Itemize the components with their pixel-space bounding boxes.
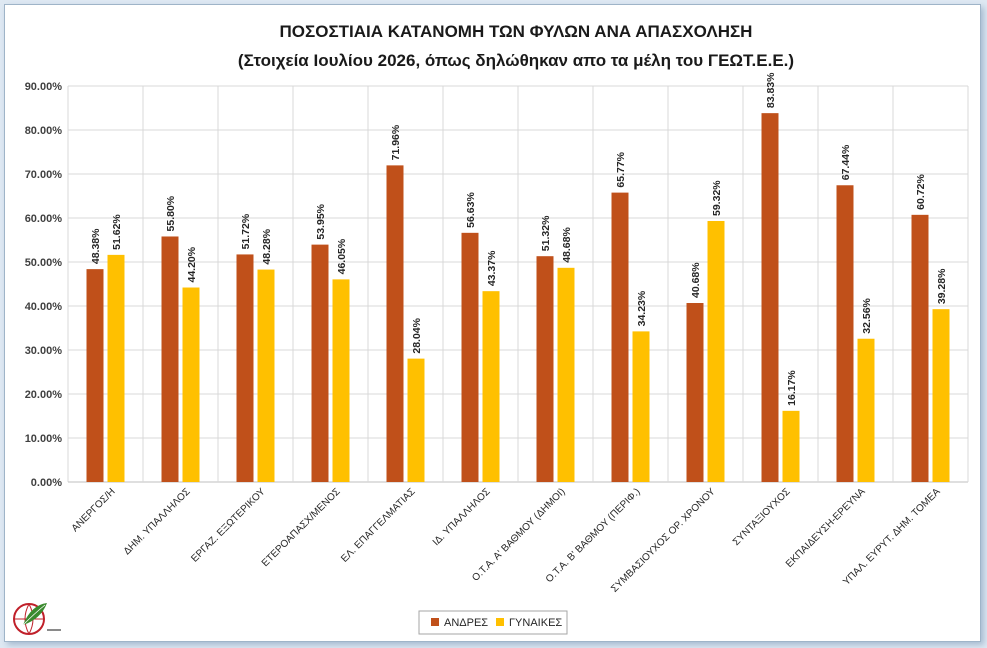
y-tick-label: 20.00% [25, 389, 63, 401]
bar-men [836, 185, 854, 482]
data-label: 44.20% [186, 246, 198, 282]
bar-women [332, 279, 350, 482]
y-tick-label: 0.00% [31, 477, 62, 489]
y-tick-label: 40.00% [25, 301, 63, 313]
chart-subtitle: (Στοιχεία Ιουλίου 2026, όπως δηλώθηκαν α… [238, 51, 794, 70]
legend-swatch-women [496, 618, 504, 626]
data-label: 55.80% [165, 195, 177, 231]
bar-men [761, 113, 779, 482]
geotee-logo [13, 603, 61, 635]
bar-women [557, 267, 575, 482]
data-label: 43.37% [486, 250, 498, 286]
bar-men [386, 165, 404, 482]
bar-women [932, 309, 950, 482]
data-label: 71.96% [390, 124, 402, 160]
legend-swatch-men [431, 618, 439, 626]
data-label: 83.83% [765, 72, 777, 108]
data-label: 48.28% [261, 228, 273, 264]
data-label: 56.63% [465, 192, 477, 228]
legend-label-women: ΓΥΝΑΙΚΕΣ [509, 617, 562, 629]
y-tick-label: 60.00% [25, 213, 63, 225]
data-label: 39.28% [936, 268, 948, 304]
legend: ΑΝΔΡΕΣ ΓΥΝΑΙΚΕΣ [418, 610, 568, 635]
chart-title: ΠΟΣΟΣΤΙΑΙΑ ΚΑΤΑΝΟΜΗ ΤΩΝ ΦΥΛΩΝ ΑΝΑ ΑΠΑΣΧΟ… [280, 22, 753, 41]
data-label: 40.68% [690, 262, 702, 298]
x-tick-label: ΕΤΕΡΟΑΠΑΣΧ/ΜΕΝΟΣ [260, 486, 343, 569]
data-label: 34.23% [636, 290, 648, 326]
data-labels: 48.38% 51.62% 55.80% 44.20% 51.72% 48.28% 53.9… [90, 72, 948, 406]
y-axis: 0.00% 10.00% 20.00% 30.00% 40.00% 50.00% 60.00… [25, 81, 63, 489]
x-tick-label: ΕΚΠΑΙΔΕΥΣΗ-ΕΡΕΥΝΑ [784, 486, 868, 570]
legend-box [418, 610, 568, 635]
y-tick-label: 70.00% [25, 169, 63, 181]
data-label: 32.56% [861, 297, 873, 333]
bar-men [536, 256, 554, 482]
bar-women [407, 358, 425, 482]
bar-women [257, 269, 275, 482]
data-label: 65.77% [615, 151, 627, 187]
logo-leaf-vein [22, 604, 46, 626]
bars [86, 113, 950, 482]
legend-label-men: ΑΝΔΡΕΣ [444, 617, 488, 629]
y-tick-label: 90.00% [25, 81, 63, 93]
bar-women [182, 287, 200, 482]
bar-women [707, 220, 725, 482]
bar-women [782, 410, 800, 482]
bar-men [611, 192, 629, 482]
bar-women [107, 254, 125, 482]
bar-men [461, 232, 479, 482]
bar-men [311, 244, 329, 482]
y-tick-label: 50.00% [25, 257, 63, 269]
data-label: 46.05% [336, 238, 348, 274]
bar-men [86, 269, 104, 482]
x-tick-label: ΙΔ. ΥΠΑΛΛΗΛΟΣ [431, 486, 493, 548]
bar-women [857, 338, 875, 482]
gridlines [67, 85, 969, 483]
bar-men [911, 214, 929, 482]
data-label: 60.72% [915, 174, 927, 210]
bar-men [236, 254, 254, 482]
bar-women [482, 291, 500, 482]
data-label: 51.32% [540, 215, 552, 251]
x-tick-label: ΣΥΝΤΑΞΙΟΥΧΟΣ [731, 486, 793, 548]
bar-men [686, 303, 704, 482]
data-label: 53.95% [315, 203, 327, 239]
logo-caption [47, 629, 61, 631]
data-label: 51.72% [240, 213, 252, 249]
data-label: 16.17% [786, 370, 798, 406]
chart-svg: ΠΟΣΟΣΤΙΑΙΑ ΚΑΤΑΝΟΜΗ ΤΩΝ ΦΥΛΩΝ ΑΝΑ ΑΠΑΣΧΟ… [13, 22, 969, 635]
data-label: 28.04% [411, 317, 423, 353]
bar-women [632, 331, 650, 482]
x-tick-label: ΕΛ. ΕΠΑΓΓΕΛΜΑΤΙΑΣ [339, 486, 417, 564]
data-label: 67.44% [840, 144, 852, 180]
y-tick-label: 30.00% [25, 345, 63, 357]
y-tick-label: 80.00% [25, 125, 63, 137]
data-label: 48.68% [561, 227, 573, 263]
x-tick-label: ΕΡΓΑΖ. ΕΞΩΤΕΡΙΚΟΥ [189, 486, 267, 564]
y-tick-label: 10.00% [25, 433, 63, 445]
x-tick-label: ΔΗΜ. ΥΠΑΛΛΗΛΟΣ [122, 486, 193, 557]
data-label: 51.62% [111, 214, 123, 250]
data-label: 59.32% [711, 180, 723, 216]
data-label: 48.38% [90, 228, 102, 264]
chart-frame: ΠΟΣΟΣΤΙΑΙΑ ΚΑΤΑΝΟΜΗ ΤΩΝ ΦΥΛΩΝ ΑΝΑ ΑΠΑΣΧΟ… [4, 4, 981, 642]
x-tick-label: ΑΝΕΡΓΟΣ/Η [70, 486, 118, 534]
bar-men [161, 236, 179, 482]
